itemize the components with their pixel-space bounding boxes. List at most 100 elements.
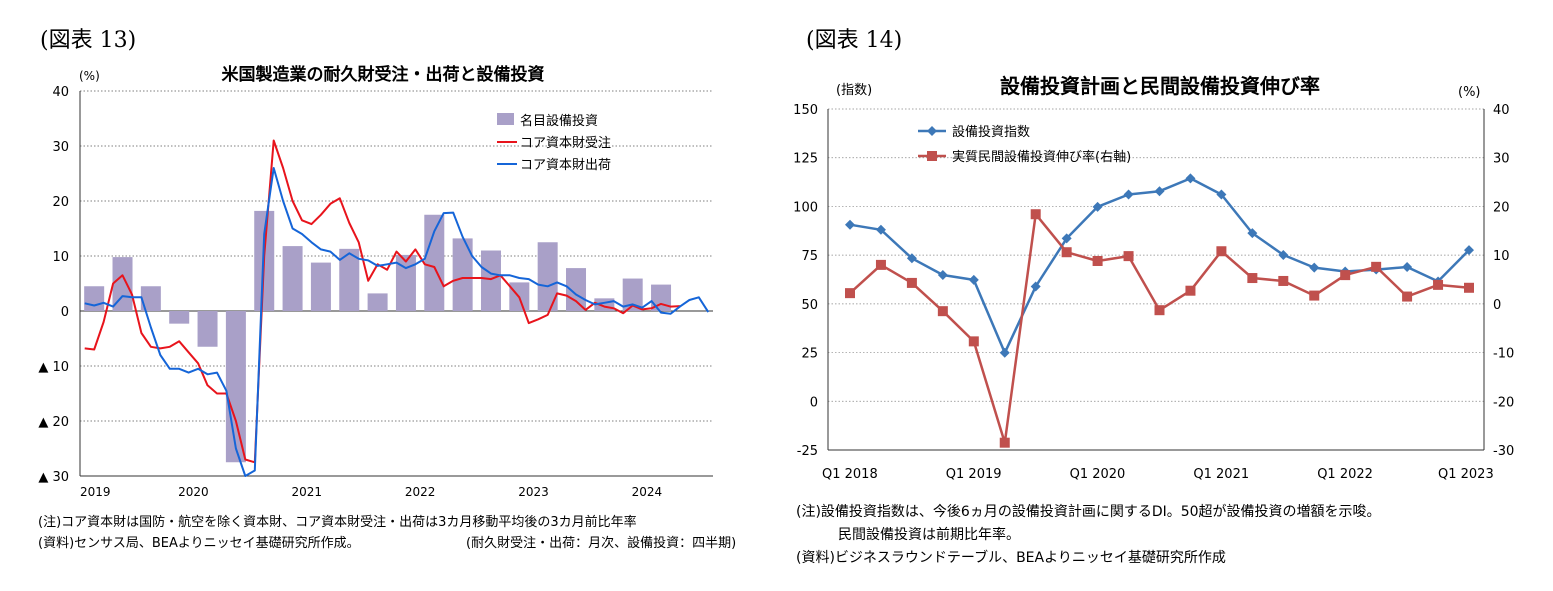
right-tick-label: 30 xyxy=(1493,152,1510,167)
figure-13-note: (注)コア資本財は国防・航空を除く資本財、コア資本財受注・出荷は3カ月移動平均後… xyxy=(38,515,637,530)
marker-2022Q2 xyxy=(1371,261,1382,272)
legend-label-line: コア資本財受注 xyxy=(520,136,611,151)
figure-14-label: (図表 14) xyxy=(806,28,903,53)
x-tick-label: 2022 xyxy=(405,485,436,499)
right-tick-label: 0 xyxy=(1493,298,1501,313)
figure-13-source: (資料)センサス局、BEAよりニッセイ基礎研究所作成。 xyxy=(38,536,360,551)
marker-2020Q2 xyxy=(1123,251,1134,262)
left-tick-label: 125 xyxy=(793,152,818,167)
left-tick-label: 75 xyxy=(801,249,818,264)
marker-2021Q3 xyxy=(1278,249,1289,260)
legend-label-line: コア資本財出荷 xyxy=(520,158,611,173)
bar-2019Q4 xyxy=(169,311,190,324)
bar-2023Q4 xyxy=(622,278,643,311)
x-tick-label: Q1 2018 xyxy=(822,467,878,482)
bar-2020Q1 xyxy=(197,311,218,347)
left-tick-label: 0 xyxy=(810,395,818,410)
x-tick-label: Q1 2022 xyxy=(1317,467,1373,482)
marker-2018Q1 xyxy=(845,219,855,230)
chart-title: 設備投資計画と民間設備投資伸び率 xyxy=(1000,74,1320,98)
figure-14-note: (注)設備投資指数は、今後6ヵ月の設備投資計画に関するDI。50超が設備投資の増… xyxy=(796,504,1381,520)
x-tick-label: Q1 2023 xyxy=(1438,467,1494,482)
x-tick-label: Q1 2019 xyxy=(946,467,1002,482)
x-tick-label: 2019 xyxy=(80,485,111,499)
y-tick-label: ▲ 30 xyxy=(38,470,69,485)
marker-2019Q1 xyxy=(968,274,979,285)
y-tick-label: 20 xyxy=(52,195,69,210)
right-tick-label: -30 xyxy=(1493,444,1514,459)
legend-marker xyxy=(927,126,937,136)
line-series-2 xyxy=(84,167,710,477)
y-tick-label: ▲ 10 xyxy=(38,360,69,375)
marker-2021Q2 xyxy=(1247,273,1258,284)
marker-2020Q4 xyxy=(1185,285,1196,296)
bar-2023Q2 xyxy=(566,268,587,311)
right-tick-label: -20 xyxy=(1493,395,1514,410)
marker-2018Q2 xyxy=(875,259,886,270)
bar-2021Q1 xyxy=(310,262,331,311)
marker-2021Q1 xyxy=(1216,246,1227,257)
marker-2018Q1 xyxy=(845,288,855,299)
marker-2019Q2 xyxy=(999,437,1010,448)
x-tick-label: 2021 xyxy=(291,485,322,499)
legend-label: 実質民間設備投資伸び率(右軸) xyxy=(952,149,1131,165)
bar-2020Q4 xyxy=(282,246,303,311)
bar-2020Q2 xyxy=(225,311,246,463)
line-series-1 xyxy=(84,139,680,464)
line-series-2 xyxy=(849,212,1470,444)
marker-2022Q1 xyxy=(1340,270,1351,281)
figure-14-note-cont: 民間設備投資は前期比年率。 xyxy=(838,527,1020,543)
bar-2022Q3 xyxy=(480,250,501,311)
marker-2021Q3 xyxy=(1278,275,1289,286)
bar-2022Q2 xyxy=(452,238,473,311)
x-tick-label: 2024 xyxy=(632,485,663,499)
marker-2020Q3 xyxy=(1154,186,1165,197)
left-tick-label: 100 xyxy=(793,200,818,215)
right-tick-label: 20 xyxy=(1493,200,1510,215)
y-tick-label: 0 xyxy=(61,305,69,320)
marker-2018Q3 xyxy=(906,253,917,264)
figure-13-label: (図表 13) xyxy=(40,28,137,53)
legend-label: 設備投資指数 xyxy=(952,124,1030,140)
marker-2019Q4 xyxy=(1061,247,1072,258)
right-tick-label: 40 xyxy=(1493,103,1510,118)
x-tick-label: 2020 xyxy=(178,485,209,499)
marker-2020Q3 xyxy=(1154,305,1165,316)
marker-2020Q4 xyxy=(1185,173,1196,184)
marker-2019Q3 xyxy=(1030,281,1041,292)
x-tick-label: Q1 2021 xyxy=(1193,467,1249,482)
y-tick-label: ▲ 20 xyxy=(38,415,69,430)
marker-2021Q1 xyxy=(1216,189,1227,200)
right-unit-label: (%) xyxy=(1458,85,1481,100)
chart-title: 米国製造業の耐久財受注・出荷と設備投資 xyxy=(222,64,545,85)
bar-2023Q1 xyxy=(537,242,558,311)
marker-2018Q4 xyxy=(937,270,948,281)
bar-2019Q3 xyxy=(140,286,161,311)
bar-2021Q4 xyxy=(395,254,416,311)
marker-2022Q3 xyxy=(1402,262,1413,273)
marker-2021Q2 xyxy=(1247,228,1258,239)
marker-2019Q2 xyxy=(999,347,1010,358)
left-unit-label: (指数) xyxy=(836,83,872,98)
right-tick-label: -10 xyxy=(1493,347,1514,362)
x-tick-label: Q1 2020 xyxy=(1070,467,1126,482)
bar-2022Q1 xyxy=(424,214,445,311)
left-tick-label: 25 xyxy=(801,347,818,362)
marker-2023Q1 xyxy=(1464,245,1474,256)
left-tick-label: -25 xyxy=(797,444,818,459)
marker-2020Q2 xyxy=(1123,189,1134,200)
marker-2019Q1 xyxy=(968,336,979,347)
bar-2021Q2 xyxy=(339,248,360,311)
marker-2018Q3 xyxy=(906,277,917,288)
legend-marker xyxy=(927,151,937,161)
y-tick-label: 10 xyxy=(52,250,69,265)
y-tick-label: 40 xyxy=(52,85,69,100)
legend-label-bar: 名目設備投資 xyxy=(520,113,598,129)
marker-2018Q4 xyxy=(937,306,948,317)
marker-2020Q1 xyxy=(1092,201,1103,212)
figure-14-source: (資料)ビジネスラウンドテーブル、BEAよりニッセイ基礎研究所作成 xyxy=(796,550,1226,566)
marker-2019Q3 xyxy=(1030,209,1041,220)
left-tick-label: 150 xyxy=(793,103,818,118)
y-unit-label: (%) xyxy=(79,69,100,83)
